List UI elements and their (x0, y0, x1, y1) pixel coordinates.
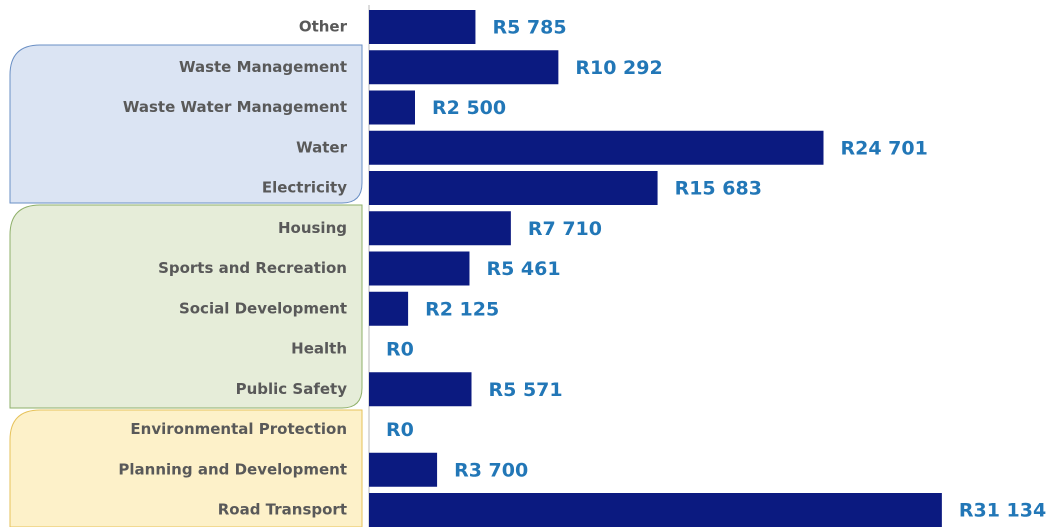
category-label: Environmental Protection (130, 420, 347, 438)
category-label: Housing (278, 219, 347, 237)
category-label: Road Transport (218, 501, 347, 519)
value-label: R3 700 (454, 459, 528, 481)
group-box-utilities (9, 44, 363, 204)
category-label: Social Development (179, 299, 347, 317)
bar (369, 493, 942, 527)
bar (369, 50, 559, 85)
group-box-social (9, 204, 363, 409)
category-label: Sports and Recreation (158, 259, 347, 277)
value-label: R15 683 (675, 178, 762, 200)
value-label: R5 461 (486, 258, 560, 280)
value-label: R5 571 (489, 379, 563, 401)
bar (369, 452, 438, 487)
bar (369, 251, 470, 286)
value-label: R2 500 (432, 97, 506, 119)
category-label: Water (296, 138, 347, 156)
value-label: R24 701 (840, 137, 927, 159)
bar (369, 211, 511, 246)
value-label: R2 125 (425, 298, 499, 320)
value-label: R0 (386, 419, 414, 441)
bar (369, 10, 476, 44)
category-label: Electricity (262, 179, 347, 197)
category-label: Planning and Development (118, 460, 347, 478)
value-label: R5 785 (492, 17, 566, 39)
category-label: Public Safety (236, 380, 348, 398)
bar (369, 372, 472, 407)
value-label: R10 292 (575, 57, 662, 79)
group-box-planning (9, 409, 363, 527)
category-label: Other (299, 18, 348, 36)
bar (369, 90, 415, 125)
category-label: Health (291, 340, 347, 358)
value-label: R31 134 (959, 500, 1046, 522)
value-label: R7 710 (528, 218, 602, 240)
category-label: Waste Management (179, 58, 347, 76)
bar (369, 171, 658, 205)
value-label: R0 (386, 339, 414, 361)
bar (369, 291, 409, 326)
bar (369, 130, 824, 165)
category-label: Waste Water Management (123, 98, 347, 116)
